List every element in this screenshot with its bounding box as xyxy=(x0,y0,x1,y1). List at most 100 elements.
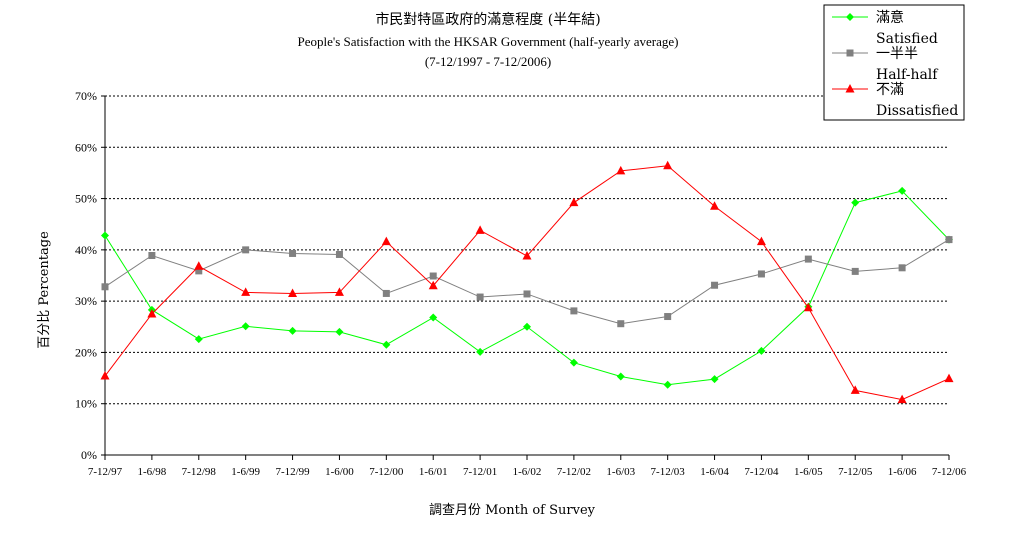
data-point-half-half xyxy=(617,320,625,328)
y-tick-label: 60% xyxy=(75,140,97,154)
x-tick-label: 1-6/98 xyxy=(138,466,167,478)
legend-swatch-marker xyxy=(845,84,855,93)
x-tick-label: 1-6/00 xyxy=(325,466,354,478)
x-tick-label: 7-12/05 xyxy=(838,466,873,478)
data-point-dissatisfied xyxy=(194,261,204,270)
y-tick-label: 70% xyxy=(75,89,97,103)
data-point-dissatisfied xyxy=(803,302,813,312)
x-tick-label: 7-12/97 xyxy=(88,466,123,478)
x-tick-label: 7-12/06 xyxy=(932,466,967,478)
x-axis-ticks: 7-12/97 1-6/98 7-12/98 1-6/99 7-12/99 1-6/00 7… xyxy=(88,455,967,478)
data-point-dissatisfied xyxy=(522,251,532,260)
chart-title: 市民對特區政府的滿意程度 (半年結) xyxy=(375,11,600,28)
data-point-half-half xyxy=(382,289,390,297)
y-tick-label: 30% xyxy=(75,294,97,308)
x-tick-label: 1-6/06 xyxy=(888,466,917,478)
x-tick-label: 1-6/05 xyxy=(794,466,823,478)
x-tick-label: 7-12/02 xyxy=(557,466,591,478)
data-point-satisfied xyxy=(663,380,672,389)
chart-date-range: (7-12/1997 - 7-12/2006) xyxy=(425,54,551,69)
data-point-satisfied xyxy=(241,322,250,331)
data-point-half-half xyxy=(711,281,719,289)
legend-item-dissatisfied: 不滿 Dissatisfied xyxy=(832,82,958,119)
x-tick-label: 7-12/03 xyxy=(651,466,686,478)
data-point-satisfied xyxy=(194,335,203,344)
legend-label-en: Dissatisfied xyxy=(876,103,958,119)
data-point-half-half xyxy=(101,283,109,291)
data-point-half-half xyxy=(804,255,812,263)
legend-item-half-half: 一半半 Half-half xyxy=(832,46,939,83)
legend-label-en: Satisfied xyxy=(876,31,938,47)
x-tick-label: 1-6/01 xyxy=(419,466,448,478)
data-point-dissatisfied xyxy=(334,287,344,296)
data-point-dissatisfied xyxy=(147,308,157,318)
data-point-satisfied xyxy=(288,326,297,335)
y-tick-label: 10% xyxy=(75,397,97,411)
data-point-half-half xyxy=(523,290,531,298)
data-point-half-half xyxy=(148,251,156,259)
y-tick-label: 40% xyxy=(75,243,97,257)
legend-item-satisfied: 滿意 Satisfied xyxy=(832,9,938,47)
data-point-satisfied xyxy=(569,358,578,367)
data-point-dissatisfied xyxy=(100,371,110,380)
data-point-half-half xyxy=(289,249,297,257)
chart-subtitle: People's Satisfaction with the HKSAR Gov… xyxy=(297,34,678,49)
data-point-dissatisfied xyxy=(569,197,579,207)
data-point-satisfied xyxy=(616,372,625,381)
series-satisfied xyxy=(101,186,953,389)
x-tick-label: 1-6/03 xyxy=(606,466,635,478)
data-point-half-half xyxy=(945,236,953,244)
x-tick-label: 1-6/99 xyxy=(231,466,260,478)
data-point-dissatisfied xyxy=(710,201,720,210)
series-line-dissatisfied xyxy=(104,165,950,401)
data-point-half-half xyxy=(851,267,859,275)
data-point-dissatisfied xyxy=(944,373,954,383)
legend-label-en: Half-half xyxy=(876,67,939,83)
data-point-half-half xyxy=(429,272,437,280)
data-point-satisfied xyxy=(429,313,438,322)
data-point-half-half xyxy=(195,267,203,275)
data-point-dissatisfied xyxy=(288,288,298,297)
series-dissatisfied xyxy=(100,160,954,404)
data-point-satisfied xyxy=(710,375,719,384)
y-tick-label: 20% xyxy=(75,345,97,359)
legend-swatch-marker xyxy=(846,13,854,21)
y-axis-label: 百分比 Percentage xyxy=(37,231,52,349)
data-point-dissatisfied xyxy=(381,236,391,246)
legend-label-zh: 滿意 xyxy=(876,9,904,26)
y-axis-ticks: 0% 10% 20% 30% 40% 50% 60% 70% xyxy=(75,89,105,462)
data-point-dissatisfied xyxy=(756,236,766,246)
data-point-dissatisfied xyxy=(616,165,626,175)
y-tick-label: 0% xyxy=(81,448,97,462)
x-tick-label: 7-12/98 xyxy=(182,466,217,478)
data-point-half-half xyxy=(335,250,343,258)
data-point-half-half xyxy=(757,270,765,278)
data-point-satisfied xyxy=(476,347,485,356)
series-line-satisfied xyxy=(104,190,950,386)
legend-label-zh: 不滿 xyxy=(876,82,904,98)
x-tick-label: 7-12/01 xyxy=(463,466,497,478)
data-point-satisfied xyxy=(382,340,391,349)
data-point-half-half xyxy=(570,307,578,315)
legend-swatch-marker xyxy=(846,49,854,57)
data-point-satisfied xyxy=(101,231,109,240)
x-tick-label: 1-6/02 xyxy=(513,466,542,478)
x-tick-label: 7-12/04 xyxy=(744,466,779,478)
series-group xyxy=(100,160,954,404)
data-point-satisfied xyxy=(898,186,907,195)
data-point-dissatisfied xyxy=(241,287,251,296)
axes xyxy=(104,96,949,456)
data-point-half-half xyxy=(242,246,250,254)
data-point-satisfied xyxy=(757,346,766,355)
data-point-half-half xyxy=(664,313,672,321)
data-point-satisfied xyxy=(851,198,860,207)
gridlines xyxy=(105,95,949,405)
y-tick-label: 50% xyxy=(75,192,97,206)
data-point-half-half xyxy=(476,293,484,301)
data-point-satisfied xyxy=(335,327,344,336)
x-tick-label: 7-12/00 xyxy=(369,466,404,478)
data-point-satisfied xyxy=(523,322,531,331)
data-point-dissatisfied xyxy=(428,280,438,290)
